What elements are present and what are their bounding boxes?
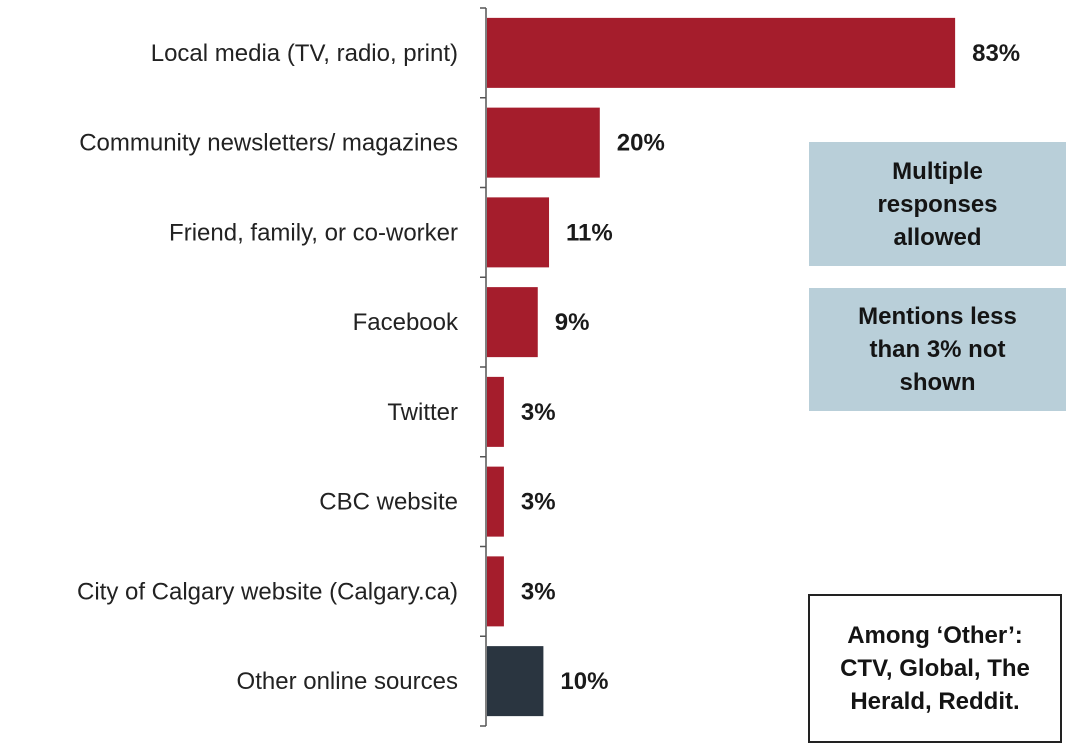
bar	[487, 376, 504, 447]
category-label: Community newsletters/ magazines	[79, 130, 458, 157]
bar	[487, 197, 550, 268]
category-label: CBC website	[319, 489, 458, 516]
bar	[487, 466, 504, 537]
note-multiple-responses-text: Multiple responses allowed	[877, 157, 998, 251]
value-label: 83%	[972, 40, 1020, 67]
value-label: 3%	[521, 399, 556, 426]
note-among-other-text: Among ‘Other’: CTV, Global, The Herald, …	[840, 622, 1030, 715]
bar	[487, 287, 538, 358]
value-label: 10%	[560, 668, 608, 695]
value-label: 3%	[521, 578, 556, 605]
note-among-other: Among ‘Other’: CTV, Global, The Herald, …	[808, 594, 1062, 743]
value-label: 20%	[617, 130, 665, 157]
category-label: Other online sources	[237, 668, 458, 695]
bar	[487, 17, 956, 88]
category-label: Friend, family, or co-worker	[169, 219, 458, 246]
note-mentions-threshold-text: Mentions less than 3% not shown	[858, 303, 1017, 396]
bar	[487, 556, 504, 627]
bar	[487, 107, 600, 178]
bar	[487, 646, 544, 717]
value-label: 11%	[566, 219, 613, 246]
category-label: City of Calgary website (Calgary.ca)	[77, 578, 458, 605]
note-multiple-responses: Multiple responses allowed	[809, 142, 1066, 266]
note-mentions-threshold: Mentions less than 3% not shown	[809, 288, 1066, 411]
value-label: 3%	[521, 489, 556, 516]
category-label: Twitter	[387, 399, 458, 426]
value-label: 9%	[555, 309, 590, 336]
category-label: Facebook	[353, 309, 459, 336]
category-label: Local media (TV, radio, print)	[151, 40, 458, 67]
